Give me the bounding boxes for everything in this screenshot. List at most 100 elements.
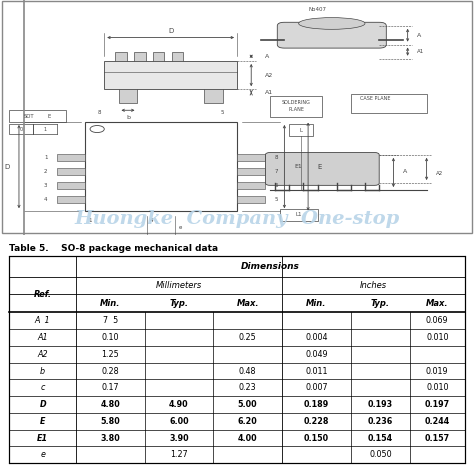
Text: No407: No407 (308, 7, 326, 12)
Text: E: E (40, 417, 46, 426)
Text: 0.069: 0.069 (426, 316, 448, 325)
Text: e: e (40, 450, 45, 459)
Text: 0.150: 0.150 (304, 434, 329, 443)
Text: 0.011: 0.011 (305, 366, 328, 375)
Bar (237, 196, 265, 203)
Text: Min.: Min. (100, 299, 120, 308)
Bar (204, 89, 223, 103)
Text: A: A (403, 169, 407, 174)
Text: 0.236: 0.236 (368, 417, 393, 426)
Text: A2: A2 (265, 73, 273, 78)
Text: 4.90: 4.90 (169, 400, 189, 409)
Bar (57, 154, 85, 161)
Bar (289, 124, 313, 136)
Text: 0.244: 0.244 (425, 417, 450, 426)
Text: Ref.: Ref. (34, 290, 52, 299)
Text: 1: 1 (44, 127, 46, 132)
Text: Table 5.    SO-8 package mechanical data: Table 5. SO-8 package mechanical data (9, 244, 219, 253)
Text: 3.80: 3.80 (100, 434, 120, 443)
Ellipse shape (299, 18, 365, 29)
Text: c: c (40, 383, 45, 392)
Bar (237, 154, 265, 161)
Text: Max.: Max. (237, 299, 259, 308)
Text: 3.90: 3.90 (169, 434, 189, 443)
Text: 5.00: 5.00 (238, 400, 257, 409)
Text: 8: 8 (98, 110, 101, 115)
FancyBboxPatch shape (265, 153, 379, 185)
Text: 0.197: 0.197 (425, 400, 450, 409)
Text: 4: 4 (150, 218, 154, 223)
Text: E: E (318, 164, 322, 170)
Text: 0.10: 0.10 (101, 333, 119, 342)
Text: 1.27: 1.27 (170, 450, 188, 459)
Text: A1: A1 (417, 49, 424, 54)
Text: 3: 3 (44, 183, 47, 188)
Text: L1: L1 (295, 212, 302, 217)
Text: 0.007: 0.007 (305, 383, 328, 392)
Bar (351, 94, 427, 113)
Text: 7  5: 7 5 (102, 316, 118, 325)
Text: 0.28: 0.28 (101, 366, 119, 375)
Text: 1.25: 1.25 (101, 350, 119, 359)
Text: Dimensions: Dimensions (241, 262, 300, 271)
Text: A2: A2 (436, 171, 443, 176)
Bar (104, 61, 237, 89)
Text: Max.: Max. (426, 299, 448, 308)
Text: 2: 2 (44, 169, 47, 174)
Text: e: e (178, 225, 182, 230)
Text: 0.189: 0.189 (304, 400, 329, 409)
Text: A: A (417, 33, 421, 38)
Bar (237, 182, 265, 189)
Bar (237, 168, 265, 175)
Text: E1: E1 (294, 164, 301, 169)
Text: b: b (126, 115, 130, 120)
Text: 4: 4 (44, 197, 47, 202)
Text: 4.80: 4.80 (100, 400, 120, 409)
Text: E1: E1 (37, 434, 48, 443)
Text: 0.050: 0.050 (369, 450, 392, 459)
Bar (9, 110, 66, 122)
Bar (115, 52, 127, 61)
Text: 0.154: 0.154 (368, 434, 393, 443)
Text: 0.25: 0.25 (239, 333, 256, 342)
Text: 1: 1 (44, 155, 47, 160)
Bar (134, 52, 146, 61)
Text: Min.: Min. (306, 299, 327, 308)
Text: CASE PLANE: CASE PLANE (360, 96, 391, 101)
Text: SOLDERING: SOLDERING (282, 100, 310, 105)
Text: Typ.: Typ. (371, 299, 390, 308)
Text: E: E (47, 114, 51, 118)
Text: A  1: A 1 (35, 316, 50, 325)
Text: A: A (265, 54, 270, 59)
Text: 5: 5 (221, 110, 225, 115)
Text: 0.17: 0.17 (101, 383, 119, 392)
Text: 7: 7 (275, 169, 278, 174)
Text: L: L (300, 128, 302, 133)
Text: 0: 0 (20, 127, 23, 132)
Text: 0.019: 0.019 (426, 366, 448, 375)
Text: 5: 5 (275, 197, 278, 202)
Text: 0.193: 0.193 (368, 400, 393, 409)
Text: 6: 6 (275, 183, 278, 188)
Text: Millimeters: Millimeters (156, 281, 202, 290)
Text: Typ.: Typ. (169, 299, 189, 308)
Text: D: D (4, 164, 9, 170)
Text: 5.80: 5.80 (100, 417, 120, 426)
Text: A1: A1 (37, 333, 48, 342)
Text: PLANE: PLANE (288, 107, 304, 111)
Text: 0.004: 0.004 (305, 333, 328, 342)
Bar (57, 168, 85, 175)
Bar (57, 182, 85, 189)
Bar (172, 52, 183, 61)
Text: A1: A1 (265, 90, 273, 95)
Bar (9, 124, 33, 134)
Bar (118, 89, 137, 103)
Text: A2: A2 (37, 350, 48, 359)
Bar (270, 96, 322, 118)
Text: 0.23: 0.23 (239, 383, 256, 392)
Text: 0.157: 0.157 (425, 434, 450, 443)
Text: 6.20: 6.20 (238, 417, 257, 426)
Text: b: b (40, 366, 45, 375)
Text: 6.00: 6.00 (169, 417, 189, 426)
Text: 8: 8 (275, 155, 278, 160)
